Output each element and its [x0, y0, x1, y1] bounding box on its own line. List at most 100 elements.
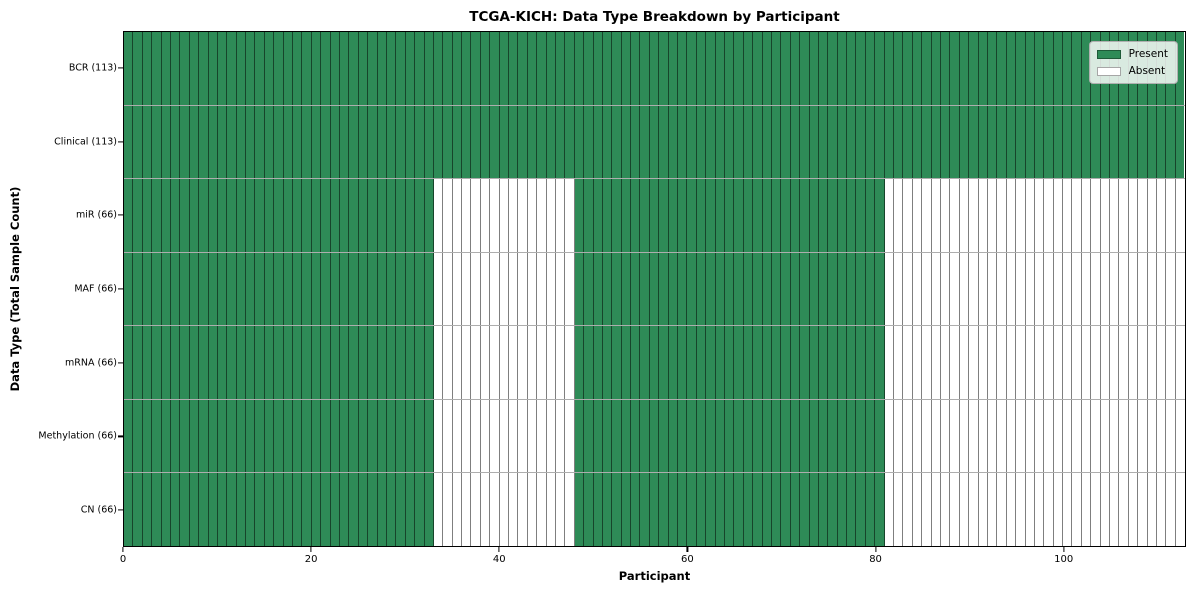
heatmap-cell — [969, 105, 979, 179]
heatmap-cell — [781, 252, 791, 326]
heatmap-cell — [959, 326, 970, 399]
y-tick-mark — [118, 67, 123, 69]
heatmap-cell — [452, 399, 463, 473]
heatmap-cell — [593, 399, 603, 473]
heatmap-cell — [293, 399, 303, 473]
heatmap-cell — [959, 105, 970, 179]
heatmap-cell — [227, 326, 237, 399]
heatmap-cell — [1016, 32, 1026, 105]
y-tick-mark — [118, 288, 123, 290]
heatmap-cell — [1138, 179, 1148, 252]
heatmap-cell — [133, 32, 143, 105]
heatmap-cell — [152, 179, 162, 252]
heatmap-cell — [837, 105, 848, 179]
heatmap-cell — [124, 179, 134, 252]
heatmap-cell — [753, 326, 763, 399]
heatmap-cell — [781, 326, 791, 399]
heatmap-cell — [311, 105, 322, 179]
heatmap-cell — [678, 252, 688, 326]
heatmap-cell — [1138, 105, 1148, 179]
heatmap-cell — [358, 473, 369, 547]
heatmap-cell — [546, 326, 556, 399]
heatmap-cell — [1156, 179, 1167, 252]
heatmap-cell — [640, 105, 650, 179]
heatmap-cell — [997, 326, 1007, 399]
heatmap-cell — [264, 105, 275, 179]
heatmap-cell — [199, 326, 209, 399]
heatmap-cell — [368, 105, 378, 179]
heatmap-cell — [490, 252, 500, 326]
heatmap-cell — [1166, 105, 1176, 179]
heatmap-cell — [584, 326, 594, 399]
heatmap-cell — [443, 399, 453, 473]
heatmap-cell — [208, 32, 218, 105]
heatmap-cell — [875, 105, 885, 179]
heatmap-cell — [1147, 252, 1157, 326]
heatmap-cell — [856, 105, 866, 179]
heatmap-cell — [518, 399, 528, 473]
heatmap-cell — [283, 399, 294, 473]
heatmap-cell — [602, 399, 613, 473]
heatmap-cell — [527, 326, 538, 399]
heatmap-cell — [518, 252, 528, 326]
heatmap-cell — [997, 179, 1007, 252]
heatmap-cell — [602, 179, 613, 252]
heatmap-cell — [997, 399, 1007, 473]
heatmap-cell — [621, 252, 632, 326]
heatmap-cell — [1044, 473, 1054, 547]
heatmap-cell — [847, 326, 857, 399]
heatmap-cell — [894, 473, 904, 547]
heatmap-cell — [884, 32, 895, 105]
heatmap-cell — [527, 32, 538, 105]
heatmap-cell — [828, 32, 838, 105]
heatmap-cell — [715, 105, 725, 179]
heatmap-cell — [631, 179, 641, 252]
heatmap-cell — [1110, 252, 1120, 326]
heatmap-cell — [142, 473, 153, 547]
heatmap-cell — [912, 326, 923, 399]
heatmap-cell — [931, 179, 941, 252]
heatmap-cell — [462, 399, 472, 473]
heatmap-cell — [940, 105, 951, 179]
y-tick-label: Clinical (113) — [54, 136, 117, 148]
heatmap-cell — [424, 105, 434, 179]
heatmap-cell — [602, 252, 613, 326]
heatmap-cell — [640, 252, 650, 326]
heatmap-cell — [255, 326, 265, 399]
heatmap-cell — [264, 326, 275, 399]
heatmap-cell — [687, 473, 697, 547]
heatmap-cell — [1156, 105, 1167, 179]
heatmap-cell — [1006, 179, 1017, 252]
heatmap-cell — [940, 473, 951, 547]
heatmap-cell — [1166, 473, 1176, 547]
heatmap-cell — [940, 32, 951, 105]
heatmap-cell — [809, 326, 819, 399]
heatmap-cell — [584, 32, 594, 105]
heatmap-cell — [527, 105, 538, 179]
heatmap-row-miR — [124, 179, 1185, 253]
heatmap-cell — [330, 179, 340, 252]
heatmap-cell — [931, 252, 941, 326]
heatmap-cell — [189, 179, 200, 252]
heatmap-cell — [537, 32, 547, 105]
heatmap-cell — [753, 105, 763, 179]
heatmap-cell — [631, 252, 641, 326]
heatmap-cell — [762, 32, 772, 105]
heatmap-cell — [283, 105, 294, 179]
heatmap-cell — [236, 179, 247, 252]
heatmap-cell — [884, 179, 895, 252]
heatmap-cell — [1081, 326, 1092, 399]
heatmap-cell — [940, 252, 951, 326]
heatmap-cell — [386, 32, 397, 105]
heatmap-cell — [349, 32, 359, 105]
heatmap-cell — [640, 473, 650, 547]
y-axis-title: Data Type (Total Sample Count) — [8, 186, 22, 392]
heatmap-cell — [565, 179, 575, 252]
heatmap-cell — [415, 105, 425, 179]
heatmap-cell — [377, 105, 387, 179]
heatmap-cell — [274, 179, 284, 252]
heatmap-cell — [490, 399, 500, 473]
heatmap-cell — [189, 252, 200, 326]
heatmap-cell — [696, 105, 707, 179]
x-tick-mark — [874, 547, 877, 552]
